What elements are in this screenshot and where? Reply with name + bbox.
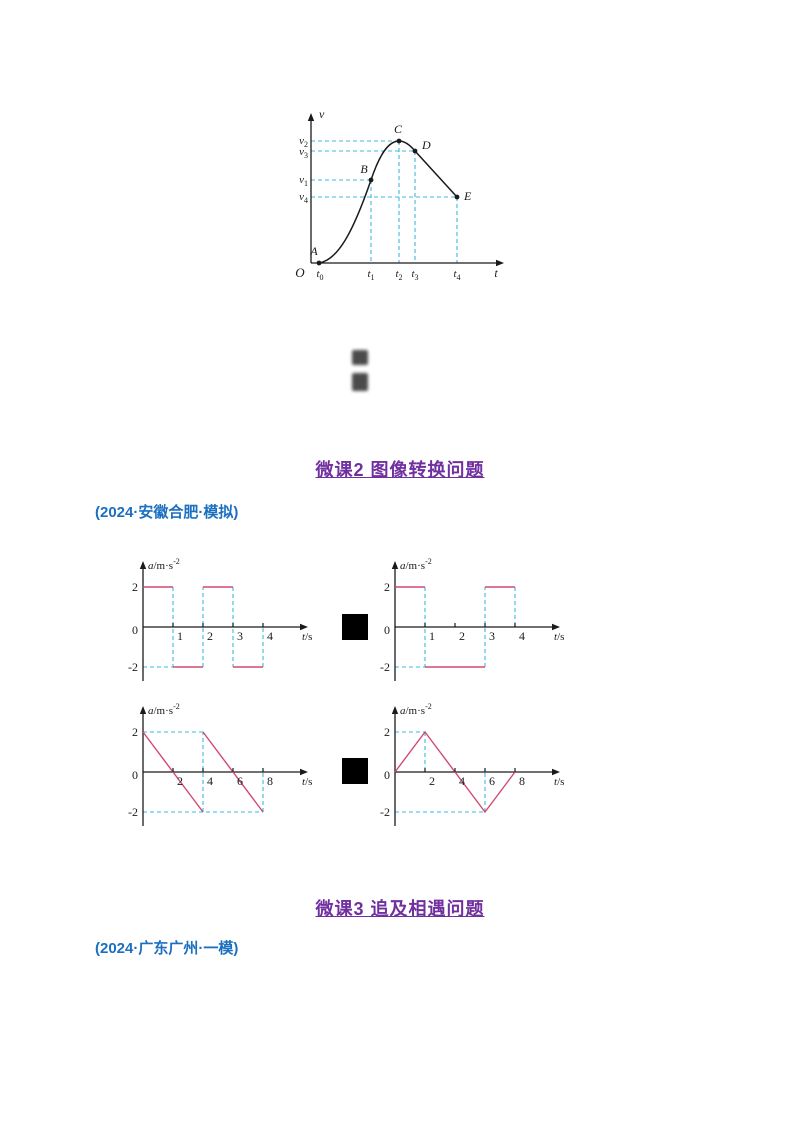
svg-text:t0: t0 (316, 268, 323, 282)
svg-text:2: 2 (132, 580, 138, 594)
svg-text:t2: t2 (395, 268, 402, 282)
svg-text:0: 0 (384, 623, 390, 637)
svg-text:4: 4 (267, 629, 273, 643)
svg-text:0: 0 (384, 768, 390, 782)
svg-text:-2: -2 (128, 805, 138, 819)
svg-text:t/s: t/s (302, 776, 312, 788)
svg-text:v4: v4 (299, 191, 308, 205)
svg-text:2: 2 (429, 774, 435, 788)
svg-text:4: 4 (207, 774, 213, 788)
at-graph-svg-4: 2 4 6 8 2 0 -2 a/m·s-2 t/s (380, 702, 564, 826)
question-source-1: (2024·安徽合肥·模拟) (95, 504, 239, 521)
svg-text:-2: -2 (380, 805, 390, 819)
svg-text:0: 0 (132, 768, 138, 782)
svg-text:t/s: t/s (302, 631, 312, 643)
faint-text-smudge-1 (352, 350, 368, 365)
redacted-answer-box-1 (342, 614, 368, 640)
svg-text:0: 0 (132, 623, 138, 637)
at-figure-option-1: 1 2 3 4 2 0 -2 a/m·s-2 t/s (118, 553, 322, 689)
at-figure-option-2: 1 2 3 4 2 0 -2 a/m·s-2 t/s (370, 553, 574, 689)
svg-text:C: C (394, 122, 403, 136)
svg-text:A: A (309, 244, 318, 258)
svg-text:t/s: t/s (554, 631, 564, 643)
svg-text:6: 6 (489, 774, 495, 788)
svg-text:t4: t4 (453, 268, 460, 282)
faint-text-smudge-2 (352, 373, 368, 391)
svg-text:2: 2 (384, 725, 390, 739)
svg-text:2: 2 (132, 725, 138, 739)
svg-text:2: 2 (384, 580, 390, 594)
at-graph-svg-3: 2 4 6 8 2 0 -2 a/m·s-2 t/s (128, 702, 312, 826)
svg-text:B: B (360, 162, 368, 176)
svg-text:t3: t3 (411, 268, 418, 282)
svg-text:O: O (295, 265, 305, 280)
svg-text:2: 2 (177, 774, 183, 788)
section-heading-2[interactable]: 微课3 追及相遇问题 (315, 899, 485, 919)
svg-text:t/s: t/s (554, 776, 564, 788)
at-figure-option-4: 2 4 6 8 2 0 -2 a/m·s-2 t/s (370, 698, 574, 834)
svg-text:3: 3 (489, 629, 495, 643)
svg-text:6: 6 (237, 774, 243, 788)
svg-text:D: D (421, 138, 431, 152)
at-figure-option-3: 2 4 6 8 2 0 -2 a/m·s-2 t/s (118, 698, 322, 834)
svg-text:v1: v1 (299, 174, 308, 188)
svg-text:1: 1 (429, 629, 435, 643)
svg-text:4: 4 (459, 774, 465, 788)
svg-text:v: v (319, 107, 325, 121)
svg-text:E: E (463, 189, 472, 203)
at-graph-svg-1: 1 2 3 4 2 0 -2 a/m·s-2 t/s (128, 557, 312, 681)
svg-text:a/m·s-2: a/m·s-2 (400, 557, 432, 572)
svg-text:t: t (494, 266, 498, 280)
svg-text:2: 2 (207, 629, 213, 643)
svg-text:8: 8 (519, 774, 525, 788)
svg-text:3: 3 (237, 629, 243, 643)
svg-text:v3: v3 (299, 146, 308, 160)
svg-text:8: 8 (267, 774, 273, 788)
svg-text:a/m·s-2: a/m·s-2 (148, 702, 180, 717)
svg-text:2: 2 (459, 629, 465, 643)
svg-text:v2: v2 (299, 135, 308, 149)
svg-text:-2: -2 (128, 660, 138, 674)
svg-text:1: 1 (177, 629, 183, 643)
section-heading-1[interactable]: 微课2 图像转换问题 (315, 460, 485, 480)
at-graph-svg-2: 1 2 3 4 2 0 -2 a/m·s-2 t/s (380, 557, 564, 681)
svg-text:a/m·s-2: a/m·s-2 (148, 557, 180, 572)
redacted-answer-box-2 (342, 758, 368, 784)
svg-text:a/m·s-2: a/m·s-2 (400, 702, 432, 717)
question-source-2: (2024·广东广州·一模) (95, 940, 239, 957)
svg-text:t1: t1 (367, 268, 374, 282)
svg-text:4: 4 (519, 629, 525, 643)
svg-text:-2: -2 (380, 660, 390, 674)
